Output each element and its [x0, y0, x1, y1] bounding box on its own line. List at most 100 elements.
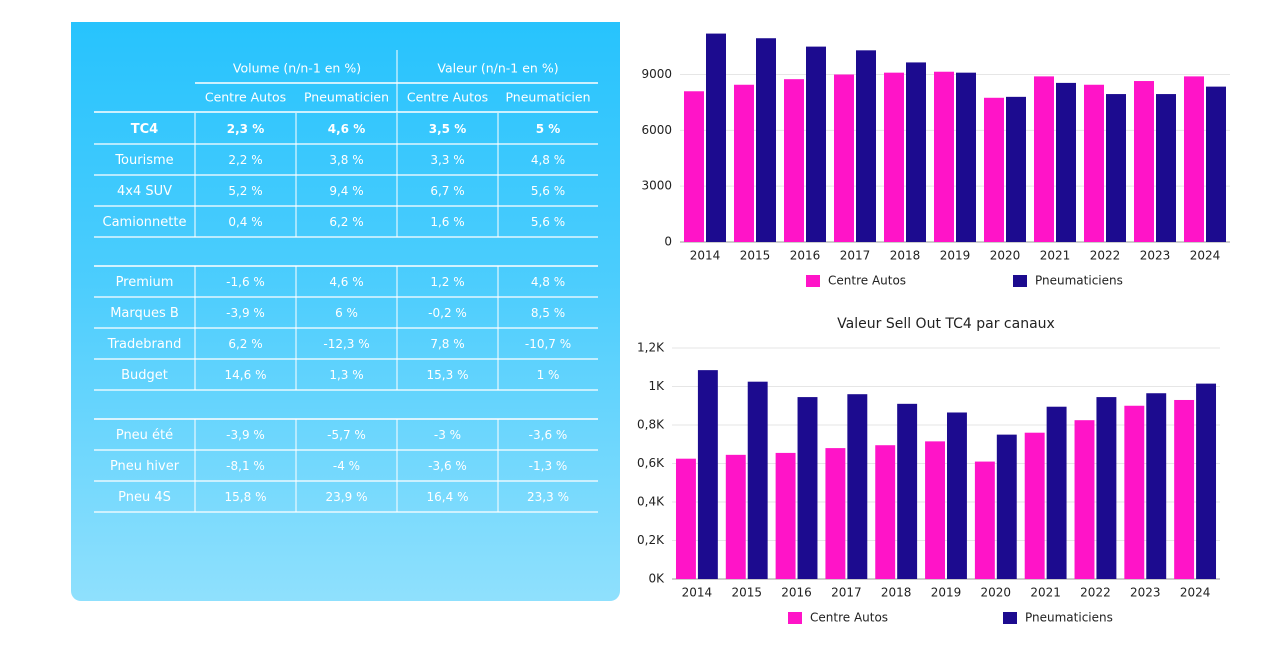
sell-out-value-chart: Valeur Sell Out TC4 par canaux 0K 0,2K 0,4K… [637, 316, 1220, 625]
cell-value: 6,2 % [228, 337, 262, 351]
row-label: Pneu hiver [110, 459, 180, 474]
cell-value: 1 % [537, 368, 560, 382]
cell-value: 6,2 % [329, 215, 363, 229]
cell-value: 16,4 % [427, 490, 469, 504]
cell-value: 2,2 % [228, 153, 262, 167]
x-tick-label: 2022 [1090, 249, 1121, 263]
cell-value: 9,4 % [329, 184, 363, 198]
cell-value: 8,5 % [531, 306, 565, 320]
cell-value: 2,3 % [227, 122, 264, 136]
legend-label: Centre Autos [810, 611, 888, 625]
bar-pneumaticiens-2024 [1196, 383, 1217, 579]
sell-out-volume-chart: 0 3000 6000 9000 2014 2015 2016 2017 2018 2019 202… [641, 33, 1230, 288]
bar-centre-autos-2015 [734, 84, 754, 242]
cell-value: 5,6 % [531, 215, 565, 229]
growth-table-panel: Volume (n/n-1 en %) Valeur (n/n-1 en %) Ce… [71, 22, 620, 601]
cell-value: 23,9 % [326, 490, 368, 504]
bar-centre-autos-2023 [1134, 81, 1154, 242]
row-label: Marques B [110, 306, 179, 321]
y-tick-label: 1K [648, 379, 665, 393]
bar-pneumaticiens-2022 [1106, 94, 1126, 242]
cell-value: 1,2 % [430, 275, 464, 289]
cell-value: -3 % [434, 428, 461, 442]
cell-value: 6 % [335, 306, 358, 320]
bar-pneumaticiens-2015 [756, 38, 776, 242]
y-tick-label: 0,6K [637, 456, 665, 470]
y-tick-label: 9000 [641, 67, 672, 81]
bar-pneumaticiens-2020 [996, 434, 1017, 579]
cell-value: -10,7 % [525, 337, 571, 351]
row-label: TC4 [131, 122, 158, 137]
growth-table: Volume (n/n-1 en %) Valeur (n/n-1 en %) Ce… [94, 50, 598, 513]
legend-swatch [788, 612, 802, 624]
cell-value: -5,7 % [327, 428, 366, 442]
bar-centre-autos-2018 [875, 445, 896, 579]
bar-centre-autos-2022 [1074, 420, 1095, 579]
bar-centre-autos-2021 [1034, 76, 1054, 242]
cell-value: -1,3 % [529, 459, 568, 473]
x-tick-label: 2021 [1040, 249, 1071, 263]
legend-label: Centre Autos [828, 274, 906, 288]
x-tick-label: 2016 [781, 586, 812, 600]
row-label: Pneu 4S [118, 490, 171, 505]
x-tick-label: 2014 [682, 586, 713, 600]
x-tick-label: 2017 [831, 586, 862, 600]
bar-pneumaticiens-2017 [856, 50, 876, 242]
bar-centre-autos-2014 [684, 91, 704, 242]
bar-centre-autos-2019 [925, 441, 946, 579]
x-tick-label: 2023 [1140, 249, 1171, 263]
cell-value: 4,6 % [329, 275, 363, 289]
x-tick-label: 2024 [1190, 249, 1221, 263]
cell-value: -8,1 % [226, 459, 265, 473]
cell-value: 0,4 % [228, 215, 262, 229]
bar-pneumaticiens-2018 [906, 62, 926, 242]
chart-title: Valeur Sell Out TC4 par canaux [837, 316, 1055, 332]
sub-header: Pneumaticien [505, 90, 590, 105]
x-tick-label: 2017 [840, 249, 871, 263]
bar-pneumaticiens-2020 [1006, 96, 1026, 242]
bar-centre-autos-2024 [1174, 399, 1195, 579]
bar-centre-autos-2021 [1024, 432, 1045, 579]
bar-centre-autos-2017 [825, 448, 846, 579]
x-tick-label: 2023 [1130, 586, 1161, 600]
row-label: Tradebrand [107, 337, 182, 352]
sub-header: Centre Autos [205, 90, 286, 105]
sub-header: Pneumaticien [304, 90, 389, 105]
bar-pneumaticiens-2017 [847, 394, 868, 579]
bar-centre-autos-2024 [1184, 76, 1204, 242]
bar-centre-autos-2016 [784, 79, 804, 242]
bar-pneumaticiens-2021 [1046, 406, 1067, 579]
legend-swatch [1003, 612, 1017, 624]
cell-value: -0,2 % [428, 306, 467, 320]
cell-value: 4,6 % [328, 122, 365, 136]
cell-value: -3,6 % [428, 459, 467, 473]
legend-label: Pneumaticiens [1035, 274, 1123, 288]
x-tick-label: 2021 [1030, 586, 1061, 600]
bar-pneumaticiens-2014 [706, 33, 726, 242]
bar-pneumaticiens-2019 [956, 72, 976, 242]
legend-swatch [806, 275, 820, 287]
cell-value: -3,6 % [529, 428, 568, 442]
cell-value: 23,3 % [527, 490, 569, 504]
bar-pneumaticiens-2018 [897, 403, 918, 579]
bar-centre-autos-2023 [1124, 405, 1145, 579]
x-tick-label: 2014 [690, 249, 721, 263]
x-tick-label: 2015 [740, 249, 771, 263]
bar-centre-autos-2022 [1084, 84, 1104, 242]
cell-value: -1,6 % [226, 275, 265, 289]
row-label: Premium [116, 275, 174, 290]
cell-value: 1,6 % [430, 215, 464, 229]
x-tick-label: 2019 [940, 249, 971, 263]
bar-centre-autos-2016 [775, 452, 796, 579]
bar-pneumaticiens-2023 [1156, 94, 1176, 242]
cell-value: 5,6 % [531, 184, 565, 198]
x-tick-label: 2022 [1080, 586, 1111, 600]
cell-value: 6,7 % [430, 184, 464, 198]
y-tick-label: 0,4K [637, 495, 665, 509]
bar-pneumaticiens-2021 [1056, 82, 1076, 242]
cell-value: 3,3 % [430, 153, 464, 167]
legend-label: Pneumaticiens [1025, 611, 1113, 625]
cell-value: -4 % [333, 459, 360, 473]
y-tick-label: 0,8K [637, 418, 665, 432]
cell-value: 5,2 % [228, 184, 262, 198]
